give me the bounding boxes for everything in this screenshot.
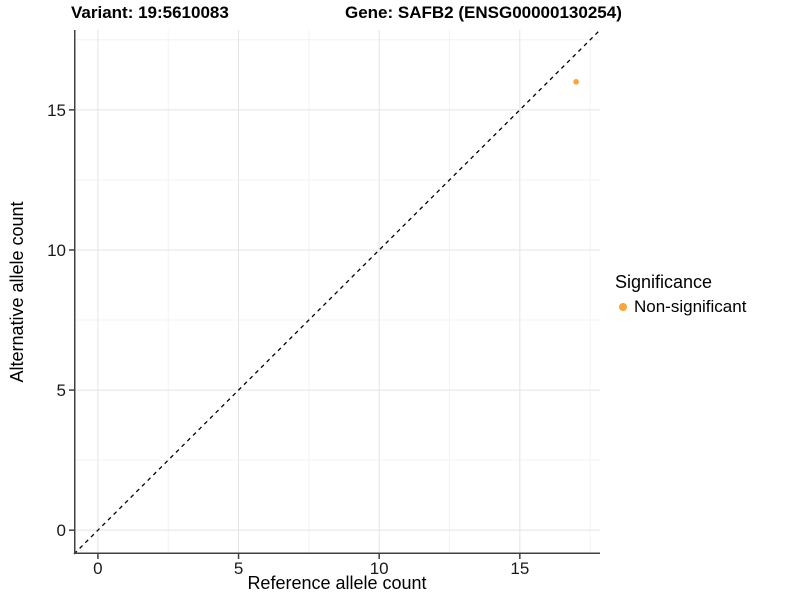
plot-canvas (69, 29, 601, 559)
legend-title: Significance (615, 272, 713, 292)
y-tick-label: 5 (56, 381, 66, 401)
y-tick-label: 0 (56, 521, 66, 541)
legend-item-non-significant: Non-significant (612, 296, 797, 317)
x-axis-title: Reference allele count (247, 573, 427, 593)
x-tick-label: 10 (369, 559, 389, 578)
x-tick-label: 15 (510, 559, 530, 578)
y-tick-label: 10 (47, 240, 66, 260)
gene-title: Gene: SAFB2 (ENSG00000130254) (345, 3, 622, 22)
y-axis-title: Alternative allele count (7, 201, 27, 383)
y-tick-label: 15 (47, 100, 66, 120)
plot-panel (69, 29, 601, 559)
data-point (573, 79, 579, 85)
x-tick-label: 5 (233, 559, 244, 578)
legend: Significance Non-significant (612, 271, 797, 317)
identity-line (73, 29, 601, 555)
legend-key (612, 302, 634, 311)
legend-item-label: Non-significant (634, 297, 747, 316)
x-tick-label: 0 (93, 559, 103, 578)
variant-title: Variant: 19:5610083 (71, 3, 229, 22)
point-swatch-icon (619, 302, 627, 311)
